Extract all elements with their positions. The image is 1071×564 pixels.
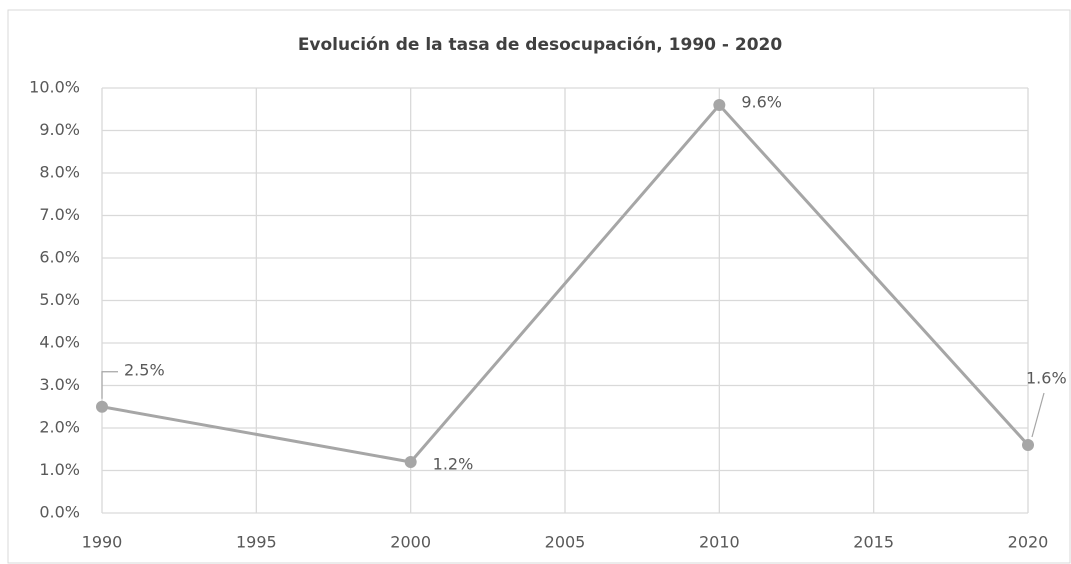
x-tick-label: 1995 [236, 533, 277, 552]
y-tick-label: 10.0% [29, 78, 80, 97]
chart: Evolución de la tasa de desocupación, 19… [0, 0, 1071, 564]
data-label: 9.6% [741, 93, 782, 112]
x-tick-label: 2005 [545, 533, 586, 552]
chart-title: Evolución de la tasa de desocupación, 19… [298, 35, 783, 55]
y-tick-label: 2.0% [39, 418, 80, 437]
y-tick-label: 6.0% [39, 248, 80, 267]
data-label: 2.5% [124, 360, 165, 379]
x-tick-label: 2015 [853, 533, 894, 552]
data-label: 1.6% [1026, 369, 1067, 388]
y-tick-label: 5.0% [39, 290, 80, 309]
x-tick-label: 1990 [82, 533, 123, 552]
y-tick-label: 7.0% [39, 205, 80, 224]
data-label: 1.2% [433, 455, 474, 474]
chart-area [8, 10, 1070, 563]
x-tick-label: 2020 [1008, 533, 1049, 552]
marker [96, 401, 108, 413]
y-tick-label: 3.0% [39, 375, 80, 394]
y-tick-label: 9.0% [39, 120, 80, 139]
y-tick-label: 0.0% [39, 503, 80, 522]
y-tick-label: 8.0% [39, 163, 80, 182]
marker [405, 456, 417, 468]
y-tick-label: 4.0% [39, 333, 80, 352]
page: {"chart_data": {"type": "line", "title":… [0, 0, 1071, 564]
marker [1022, 439, 1034, 451]
x-tick-label: 2000 [390, 533, 431, 552]
x-tick-label: 2010 [699, 533, 740, 552]
y-tick-label: 1.0% [39, 460, 80, 479]
marker [713, 99, 725, 111]
